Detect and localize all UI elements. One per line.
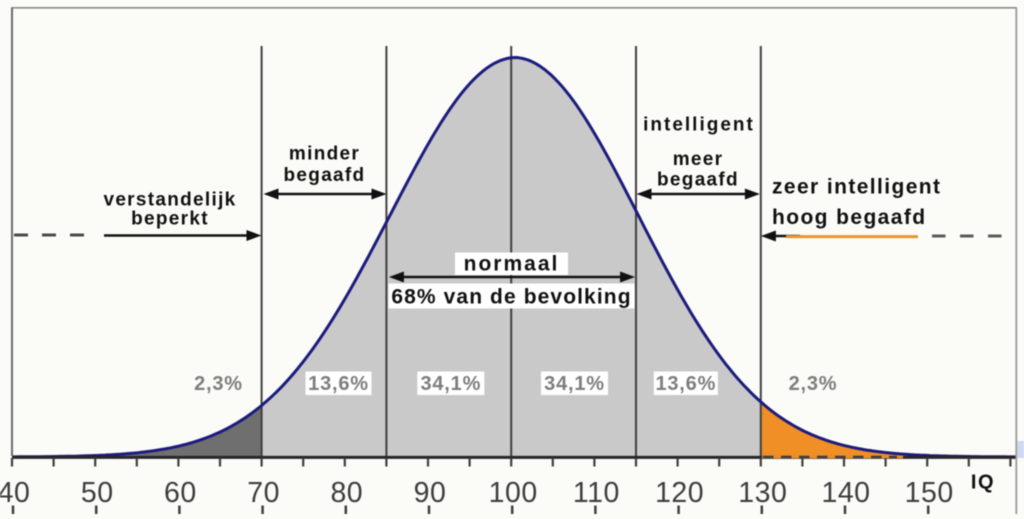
svg-text:beperkt: beperkt — [131, 209, 209, 230]
svg-text:150: 150 — [905, 477, 954, 509]
svg-text:50: 50 — [81, 477, 114, 509]
svg-text:80: 80 — [330, 477, 363, 509]
svg-text:normaal: normaal — [464, 253, 560, 276]
svg-text:13,6%: 13,6% — [655, 373, 716, 395]
svg-text:110: 110 — [573, 477, 620, 509]
svg-text:90: 90 — [414, 477, 447, 509]
svg-text:IQ: IQ — [971, 472, 995, 494]
svg-text:2,3%: 2,3% — [194, 373, 243, 395]
svg-text:verstandelijk: verstandelijk — [103, 190, 236, 211]
svg-text:140: 140 — [821, 477, 870, 509]
svg-text:begaafd: begaafd — [657, 170, 739, 191]
svg-text:minder: minder — [289, 144, 360, 165]
svg-text:34,1%: 34,1% — [544, 373, 605, 395]
svg-text:begaafd: begaafd — [284, 165, 366, 186]
svg-text:meer: meer — [673, 149, 724, 170]
svg-text:70: 70 — [247, 477, 280, 509]
svg-text:intelligent: intelligent — [643, 115, 755, 136]
svg-text:hoog begaafd: hoog begaafd — [772, 206, 926, 229]
svg-text:zeer intelligent: zeer intelligent — [772, 176, 941, 199]
svg-text:68% van de bevolking: 68% van de bevolking — [391, 286, 631, 309]
svg-text:2,3%: 2,3% — [789, 373, 838, 395]
svg-text:120: 120 — [655, 477, 704, 509]
svg-text:13,6%: 13,6% — [308, 373, 369, 395]
svg-text:40: 40 — [0, 477, 30, 509]
svg-text:100: 100 — [489, 477, 538, 509]
svg-text:60: 60 — [164, 477, 197, 509]
svg-text:130: 130 — [738, 477, 787, 509]
svg-text:34,1%: 34,1% — [420, 373, 481, 395]
